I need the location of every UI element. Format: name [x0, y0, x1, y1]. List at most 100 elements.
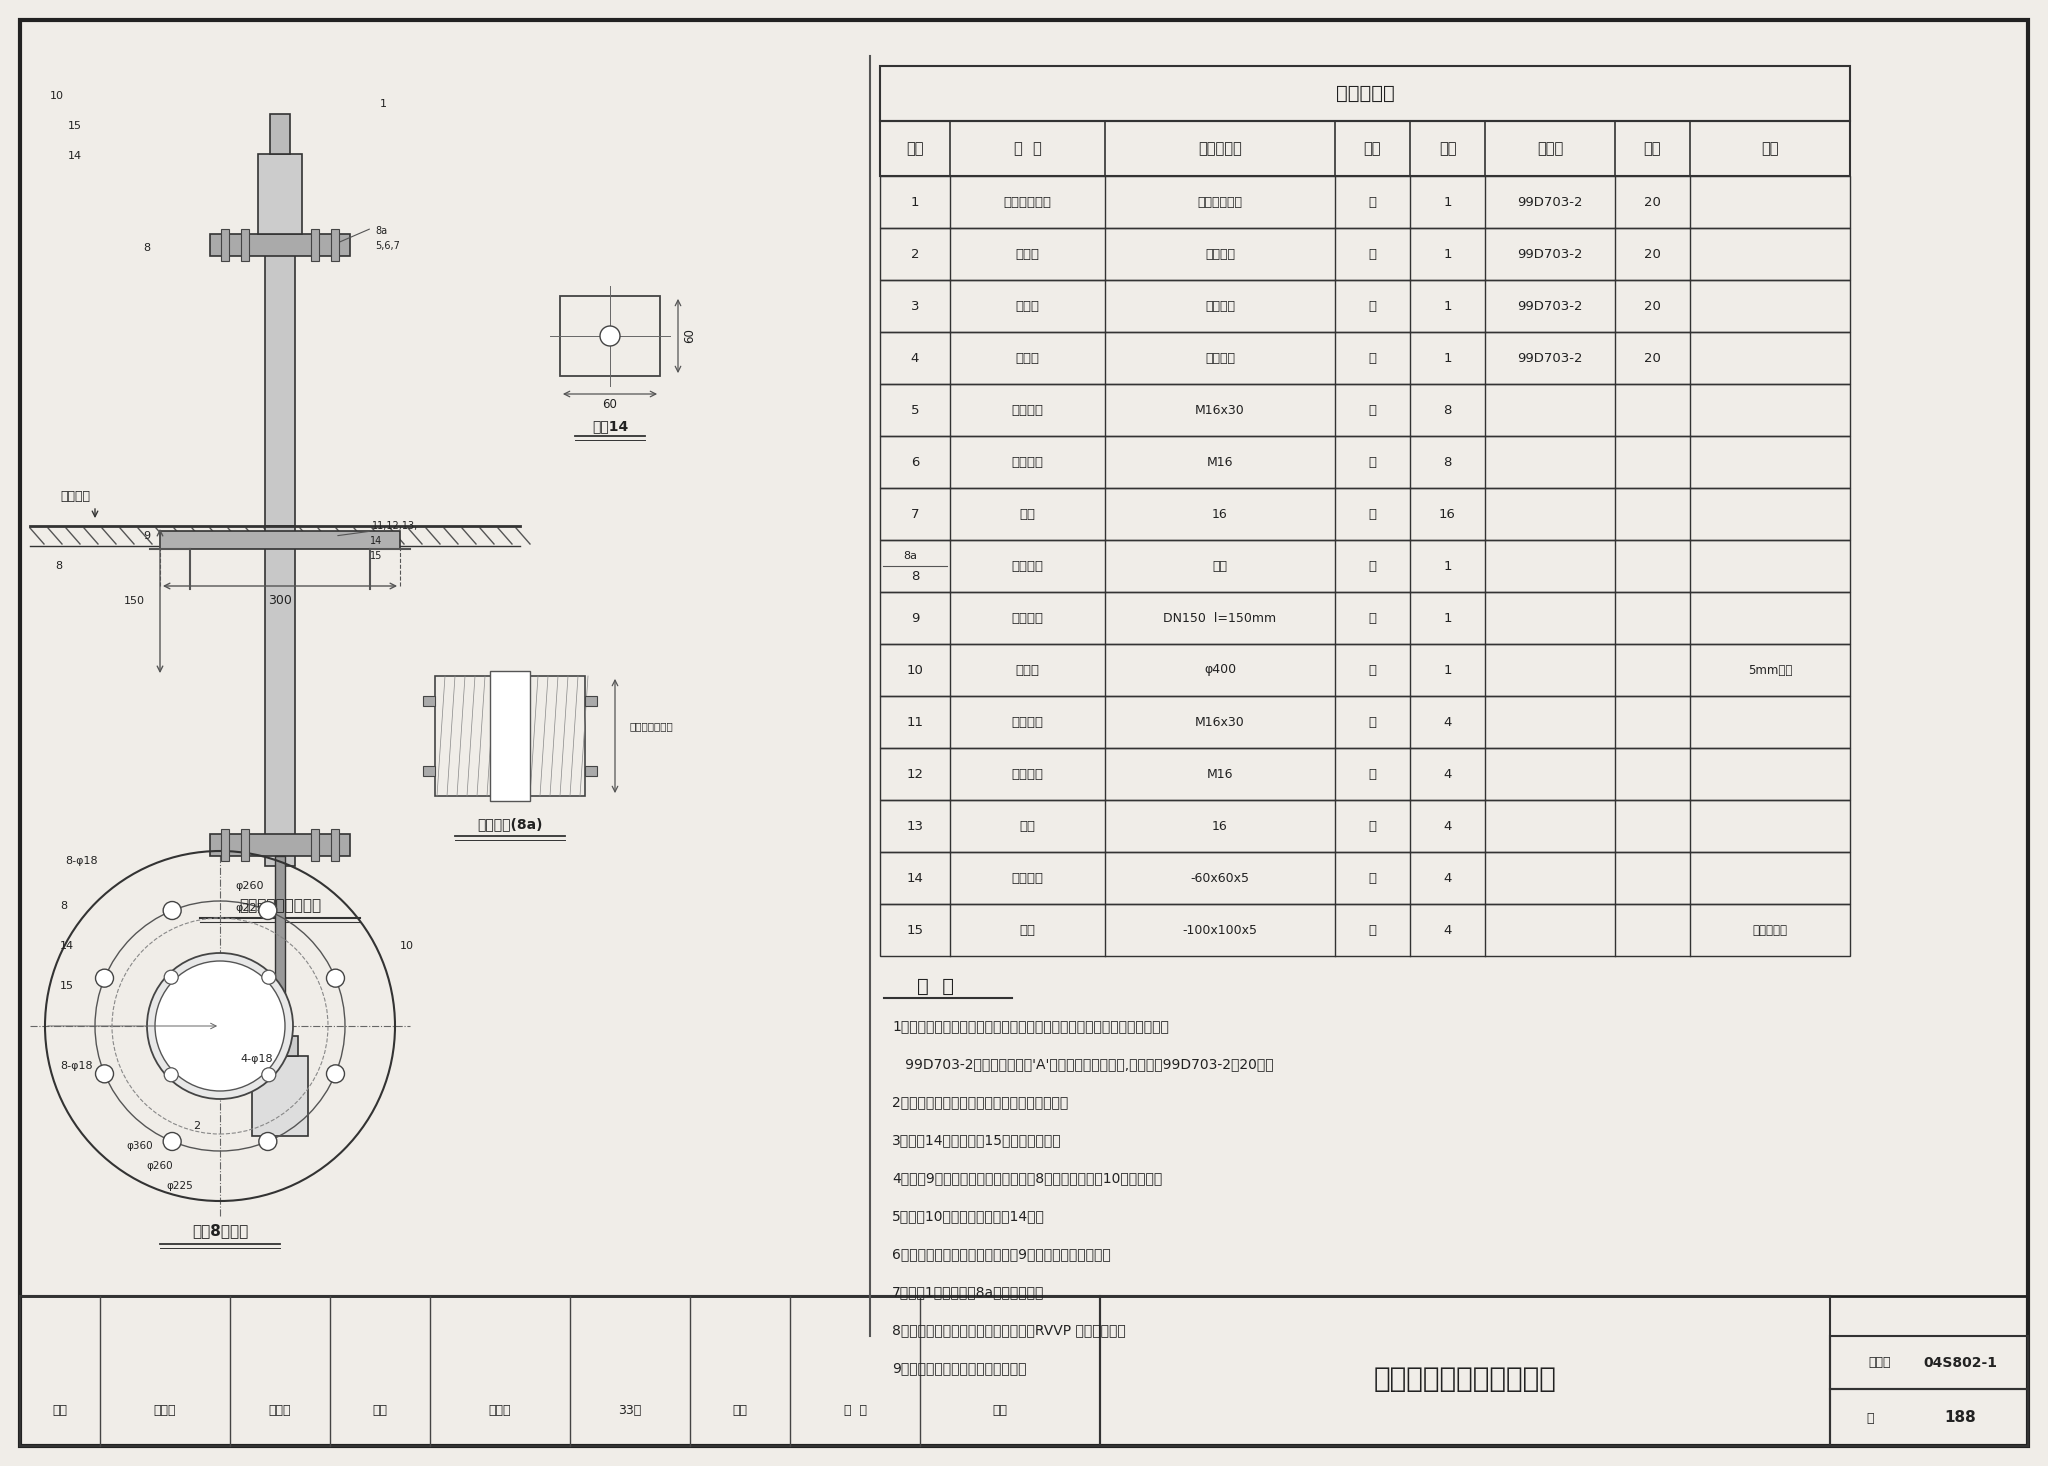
Text: 图集号: 图集号 — [1868, 1356, 1890, 1369]
Circle shape — [326, 1064, 344, 1083]
Text: 20: 20 — [1645, 299, 1661, 312]
Text: 11,12,13,: 11,12,13, — [373, 520, 418, 531]
Text: 审核: 审核 — [53, 1404, 68, 1418]
Text: 12: 12 — [907, 768, 924, 780]
Bar — [332, 229, 340, 261]
Text: 5: 5 — [911, 403, 920, 416]
Circle shape — [156, 962, 285, 1091]
Circle shape — [258, 1132, 276, 1151]
Text: 99D703-2: 99D703-2 — [1518, 195, 1583, 208]
Bar — [881, 800, 1849, 852]
Text: 零件14: 零件14 — [592, 419, 629, 432]
Bar — [311, 828, 319, 861]
Text: 双头螺栓: 双头螺栓 — [1012, 715, 1044, 729]
Bar — [1100, 1296, 1831, 1445]
Bar — [881, 176, 1849, 229]
Text: 04S802-1: 04S802-1 — [1923, 1356, 1997, 1371]
Text: 安装法兰: 安装法兰 — [1012, 560, 1044, 573]
Text: 1: 1 — [911, 195, 920, 208]
Text: DN150  l=150mm: DN150 l=150mm — [1163, 611, 1276, 625]
Text: 安装法兰(8a): 安装法兰(8a) — [477, 817, 543, 831]
Bar — [881, 488, 1849, 539]
Text: 页: 页 — [1866, 1412, 1874, 1425]
Text: 14: 14 — [59, 941, 74, 951]
Text: 1: 1 — [1444, 560, 1452, 573]
Text: 14: 14 — [907, 871, 924, 884]
Circle shape — [262, 970, 276, 984]
Bar — [211, 235, 350, 257]
Circle shape — [96, 969, 113, 987]
Text: φ260: φ260 — [236, 881, 264, 891]
Text: 15: 15 — [907, 924, 924, 937]
Text: 8: 8 — [55, 561, 61, 570]
Bar — [274, 856, 285, 1036]
Text: 8: 8 — [911, 570, 920, 583]
Text: 件: 件 — [1368, 871, 1376, 884]
Text: 16: 16 — [1212, 507, 1229, 520]
Text: 8: 8 — [1444, 456, 1452, 469]
Bar — [586, 767, 598, 776]
Text: 300: 300 — [268, 594, 293, 607]
Bar — [242, 229, 250, 261]
Text: 浮筒式液位计安装图: 浮筒式液位计安装图 — [240, 899, 322, 913]
Text: M16: M16 — [1206, 768, 1233, 780]
Text: 4: 4 — [1444, 871, 1452, 884]
Text: 99D703-2配合使用。图中'A'表示液位计安装尺寸,见标准图99D703-2、20页。: 99D703-2配合使用。图中'A'表示液位计安装尺寸,见标准图99D703-2… — [893, 1057, 1274, 1072]
Text: 1: 1 — [381, 100, 387, 108]
Bar — [262, 1036, 299, 1056]
Text: 4: 4 — [1444, 924, 1452, 937]
Text: 浮筒式液位计: 浮筒式液位计 — [1004, 195, 1051, 208]
Text: 仪表配套: 仪表配套 — [1204, 352, 1235, 365]
Text: φ360: φ360 — [127, 1141, 154, 1151]
Bar — [221, 229, 229, 261]
Text: 1、浮筒式液位计在水塔内人井平台上用法兰安装时用本图，并与标准图集: 1、浮筒式液位计在水塔内人井平台上用法兰安装时用本图，并与标准图集 — [893, 1019, 1169, 1034]
Text: 7: 7 — [911, 507, 920, 520]
Text: 名  称: 名 称 — [1014, 141, 1040, 155]
Text: 页次: 页次 — [1645, 141, 1661, 155]
Text: 数量: 数量 — [1440, 141, 1456, 155]
Bar — [258, 154, 301, 235]
Text: φ260: φ260 — [147, 1161, 174, 1171]
Text: 8a: 8a — [903, 551, 918, 560]
Bar — [434, 676, 586, 796]
Text: 说  明: 说 明 — [918, 976, 954, 995]
Text: 14: 14 — [68, 151, 82, 161]
Text: 10: 10 — [907, 664, 924, 676]
Text: 8: 8 — [1444, 403, 1452, 416]
Text: 个: 个 — [1368, 819, 1376, 833]
Text: 法兰8大样图: 法兰8大样图 — [193, 1224, 248, 1239]
Text: 4-φ18: 4-φ18 — [240, 1054, 272, 1064]
Text: φ225: φ225 — [166, 1182, 193, 1190]
Circle shape — [164, 970, 178, 984]
Text: 9: 9 — [911, 611, 920, 625]
Text: 1: 1 — [1444, 611, 1452, 625]
Text: 上挡圈: 上挡圈 — [1016, 299, 1040, 312]
Text: 垫圈: 垫圈 — [1020, 819, 1036, 833]
Text: 1: 1 — [1444, 195, 1452, 208]
Bar — [881, 852, 1849, 905]
Text: 14: 14 — [371, 537, 383, 545]
Text: 支承板: 支承板 — [1016, 664, 1040, 676]
Text: 套: 套 — [1368, 352, 1376, 365]
Bar — [1831, 1388, 2028, 1445]
Text: 佐锦: 佐锦 — [993, 1404, 1008, 1418]
Text: -60x60x5: -60x60x5 — [1190, 871, 1249, 884]
Bar — [1831, 1336, 2028, 1388]
Circle shape — [262, 1067, 276, 1082]
Text: 60: 60 — [684, 328, 696, 343]
Bar — [881, 66, 1849, 122]
Text: 20: 20 — [1645, 195, 1661, 208]
Text: 2、浮筒式液位计，选择哪种型号由用户确定。: 2、浮筒式液位计，选择哪种型号由用户确定。 — [893, 1095, 1069, 1108]
Text: 6: 6 — [911, 456, 920, 469]
Text: 4、序号9镀锌钢管两头分别焊在序号8安装法兰和序号10支承板上。: 4、序号9镀锌钢管两头分别焊在序号8安装法兰和序号10支承板上。 — [893, 1171, 1163, 1185]
Text: 20: 20 — [1645, 352, 1661, 365]
Text: 个: 个 — [1368, 715, 1376, 729]
Circle shape — [164, 902, 180, 919]
Text: 个: 个 — [1368, 768, 1376, 780]
Text: -100x100x5: -100x100x5 — [1182, 924, 1257, 937]
Text: 陈  镛: 陈 镛 — [844, 1404, 866, 1418]
Text: 99D703-2: 99D703-2 — [1518, 248, 1583, 261]
Bar — [881, 905, 1849, 956]
Text: 套: 套 — [1368, 299, 1376, 312]
Bar — [881, 122, 1849, 176]
